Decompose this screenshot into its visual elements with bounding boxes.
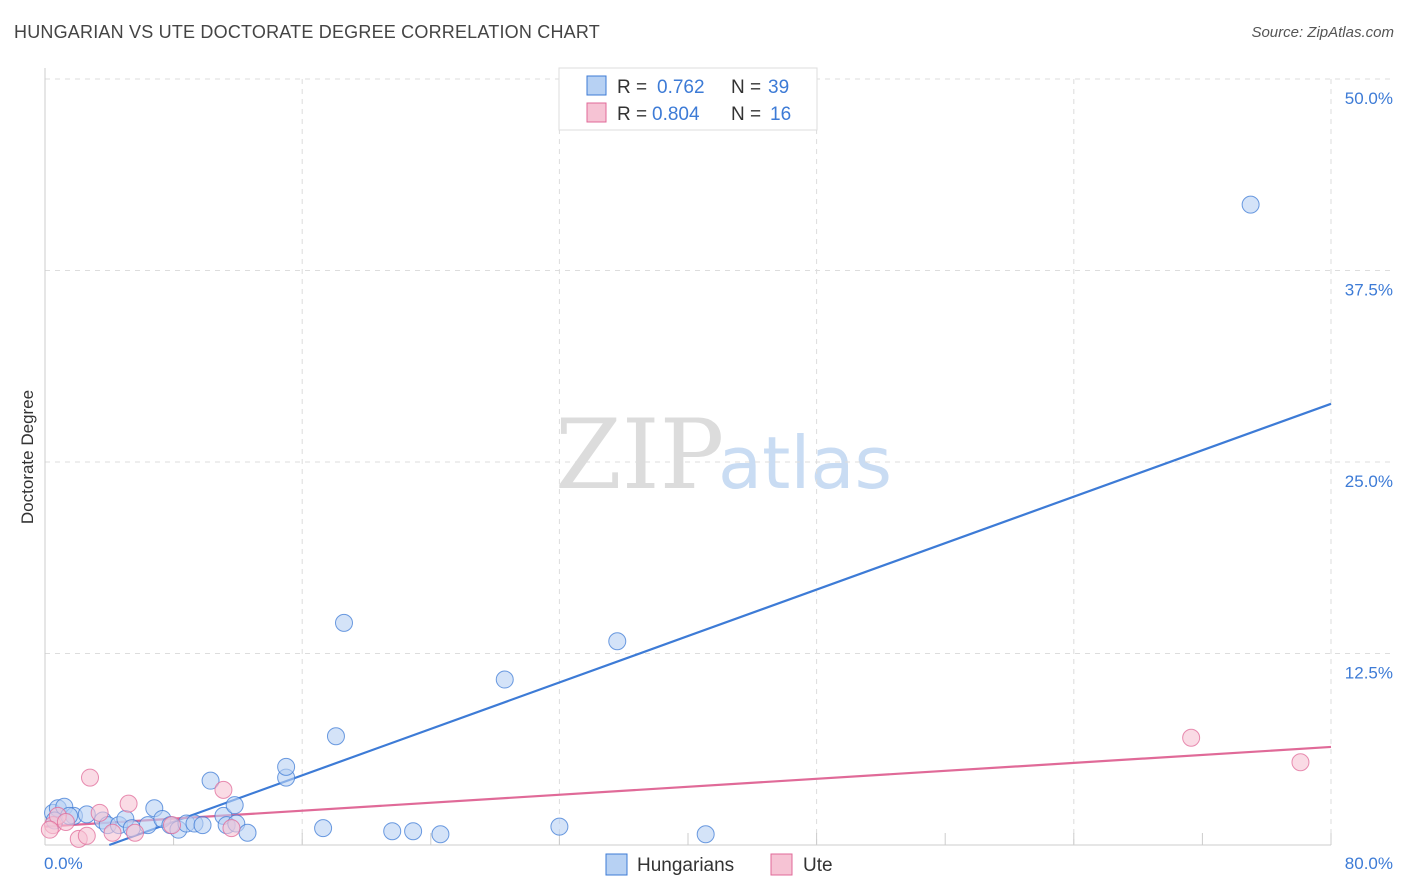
y-axis-title: Doctorate Degree <box>18 390 37 524</box>
ute-point <box>103 823 122 842</box>
trendlines <box>44 402 1332 847</box>
x-tick-label-min: 0.0% <box>44 854 83 873</box>
ute-point <box>81 768 100 787</box>
ute-point <box>56 813 75 832</box>
ute-point <box>222 819 241 838</box>
ute-point <box>119 794 138 813</box>
ute-point <box>162 816 181 835</box>
watermark-atlas: atlas <box>718 421 892 505</box>
ute-point <box>77 826 96 845</box>
legend-n-value-hungarians: 39 <box>768 77 789 98</box>
data-points <box>40 195 1310 848</box>
legend-swatch-hungarians <box>586 75 607 96</box>
hungarians-point <box>193 816 212 835</box>
hungarians-point <box>1241 195 1260 214</box>
hungarians-point <box>383 822 402 841</box>
ute-point <box>90 803 109 822</box>
hungarians-point <box>225 796 244 815</box>
hungarians-point <box>495 670 514 689</box>
bottom-legend-label-hungarians: Hungarians <box>637 855 734 876</box>
hungarians-point <box>201 771 220 790</box>
hungarians-point <box>608 632 627 651</box>
ute-point <box>126 823 145 842</box>
y-tick-label: 25.0% <box>1345 472 1393 491</box>
ute-trendline <box>44 745 1332 828</box>
ute-point <box>1291 753 1310 772</box>
tick-labels: 12.5% 25.0% 37.5% 50.0% 0.0% 80.0% <box>44 89 1393 873</box>
watermark-zip: ZIP <box>555 399 724 511</box>
hungarians-point <box>238 823 257 842</box>
legend-swatch-ute <box>586 102 607 123</box>
hungarians-point <box>277 757 296 776</box>
series-legend: Hungarians Ute <box>605 853 833 876</box>
bottom-legend-swatch-ute <box>770 853 793 876</box>
stats-legend: R = 0.762 N = 39 R = 0.804 N = 16 <box>558 67 818 131</box>
hungarians-trendline <box>108 402 1332 847</box>
hungarians-point <box>326 727 345 746</box>
y-tick-label: 12.5% <box>1345 664 1393 683</box>
ute-point <box>214 780 233 799</box>
y-tick-label: 50.0% <box>1345 89 1393 108</box>
bottom-legend-label-ute: Ute <box>803 855 833 876</box>
chart-title: HUNGARIAN VS UTE DOCTORATE DEGREE CORREL… <box>14 22 600 42</box>
hungarians-point <box>334 613 353 632</box>
hungarians-point <box>314 819 333 838</box>
x-tick-label-max: 80.0% <box>1345 854 1393 873</box>
legend-r-label-hungarians: R = <box>617 77 647 98</box>
legend-r-value-hungarians: 0.762 <box>657 77 705 98</box>
hungarians-point <box>404 822 423 841</box>
legend-n-label-hungarians: N = <box>731 77 761 98</box>
ute-point <box>40 820 59 839</box>
legend-r-label-ute: R = <box>617 104 647 125</box>
axes <box>44 68 1332 846</box>
bottom-legend-swatch-hungarians <box>605 853 628 876</box>
hungarians-point <box>431 825 450 844</box>
chart-source: Source: ZipAtlas.com <box>1251 24 1394 41</box>
legend-n-value-ute: 16 <box>770 104 791 125</box>
hungarians-point <box>550 817 569 836</box>
y-tick-label: 37.5% <box>1345 281 1393 300</box>
legend-r-value-ute: 0.804 <box>652 104 700 125</box>
hungarians-point <box>696 825 715 844</box>
ute-point <box>1182 728 1201 747</box>
legend-n-label-ute: N = <box>731 104 761 125</box>
